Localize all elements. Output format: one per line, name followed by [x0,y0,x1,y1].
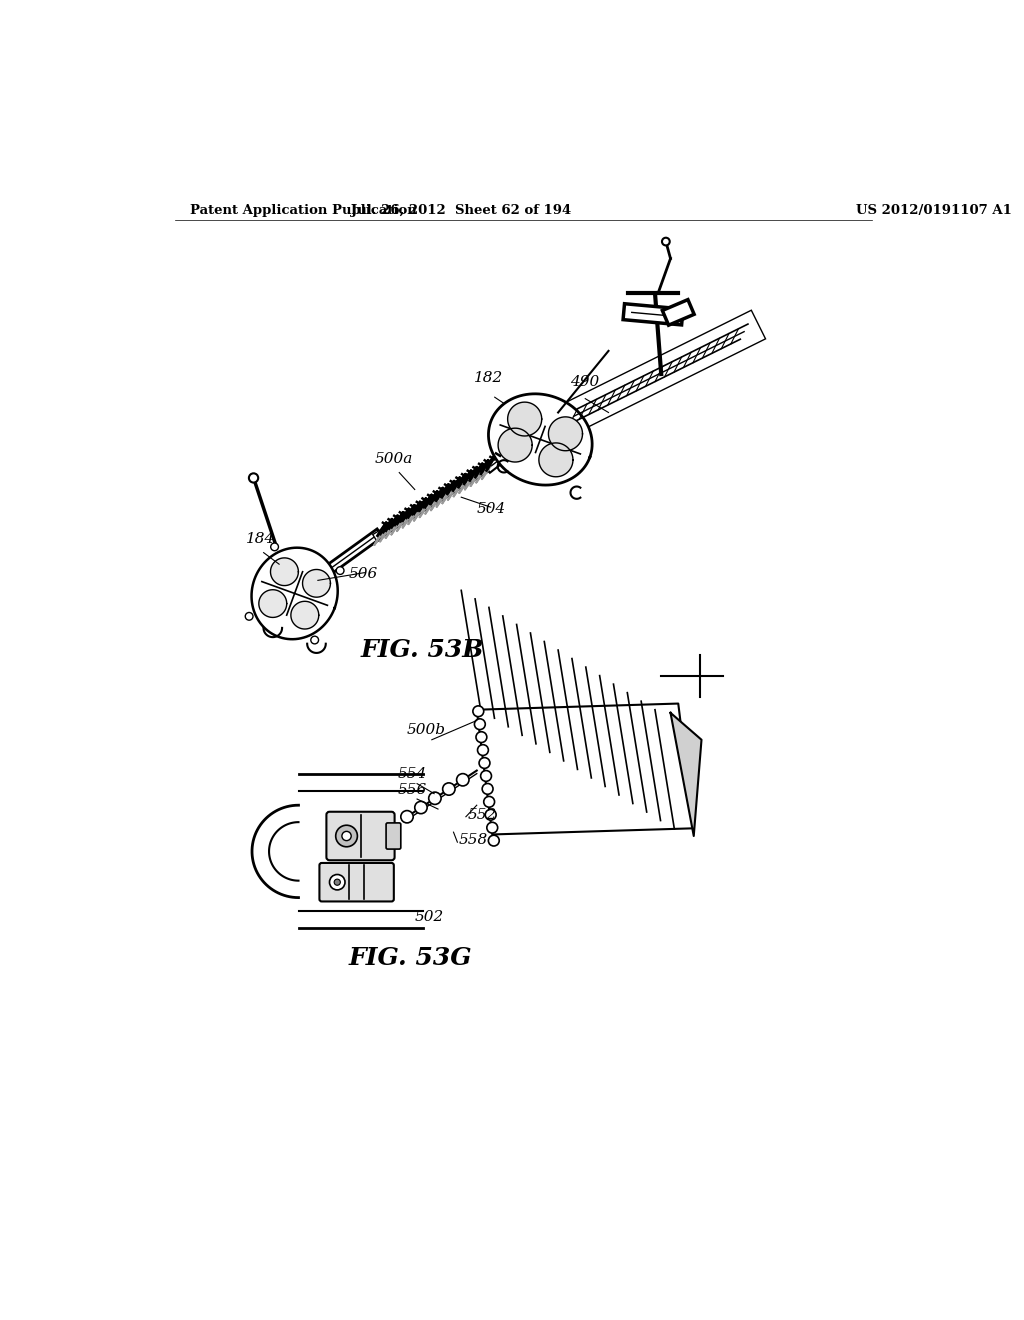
Circle shape [473,706,483,717]
Text: 500b: 500b [407,723,446,738]
Text: 554: 554 [397,767,427,781]
Polygon shape [671,713,701,836]
Text: FIG. 53B: FIG. 53B [360,639,484,663]
Text: 182: 182 [474,371,504,384]
Circle shape [479,758,489,768]
Circle shape [474,719,485,730]
Circle shape [249,474,258,483]
Polygon shape [488,393,592,484]
Text: Patent Application Publication: Patent Application Publication [190,205,417,218]
Text: 506: 506 [349,568,378,581]
Text: 556: 556 [397,783,427,797]
Circle shape [486,822,498,833]
Circle shape [415,801,427,813]
Circle shape [480,771,492,781]
Circle shape [336,825,357,847]
Circle shape [485,809,496,820]
Polygon shape [302,569,331,597]
Polygon shape [252,805,299,898]
Circle shape [334,879,340,886]
Polygon shape [259,590,287,618]
Polygon shape [549,417,583,450]
Text: 558: 558 [459,833,488,846]
Circle shape [246,612,253,620]
Circle shape [330,874,345,890]
Circle shape [429,792,441,804]
Circle shape [342,832,351,841]
Circle shape [336,566,344,574]
FancyBboxPatch shape [319,863,394,902]
Polygon shape [498,428,532,462]
Polygon shape [299,911,423,928]
Text: US 2012/0191107 A1: US 2012/0191107 A1 [856,205,1013,218]
Circle shape [270,543,279,550]
Circle shape [311,636,318,644]
Text: 552: 552 [467,808,497,822]
Text: 500a: 500a [375,451,413,466]
Circle shape [662,238,670,246]
Polygon shape [539,444,573,477]
FancyBboxPatch shape [327,812,394,861]
Polygon shape [299,775,423,792]
Polygon shape [291,602,318,630]
Text: Jul. 26, 2012  Sheet 62 of 194: Jul. 26, 2012 Sheet 62 of 194 [351,205,571,218]
Text: 490: 490 [569,375,599,388]
Text: 504: 504 [477,502,506,516]
Circle shape [488,836,500,846]
Circle shape [477,744,488,755]
Polygon shape [270,558,298,586]
Circle shape [476,731,486,743]
FancyBboxPatch shape [386,822,400,849]
Polygon shape [477,704,693,834]
Text: FIG. 53G: FIG. 53G [349,946,473,970]
Circle shape [482,784,493,795]
Circle shape [442,783,455,795]
Circle shape [483,796,495,808]
Polygon shape [508,403,542,436]
Text: 502: 502 [415,909,444,924]
Circle shape [457,774,469,785]
Polygon shape [252,548,338,639]
Text: 184: 184 [246,532,275,546]
Circle shape [400,810,414,822]
